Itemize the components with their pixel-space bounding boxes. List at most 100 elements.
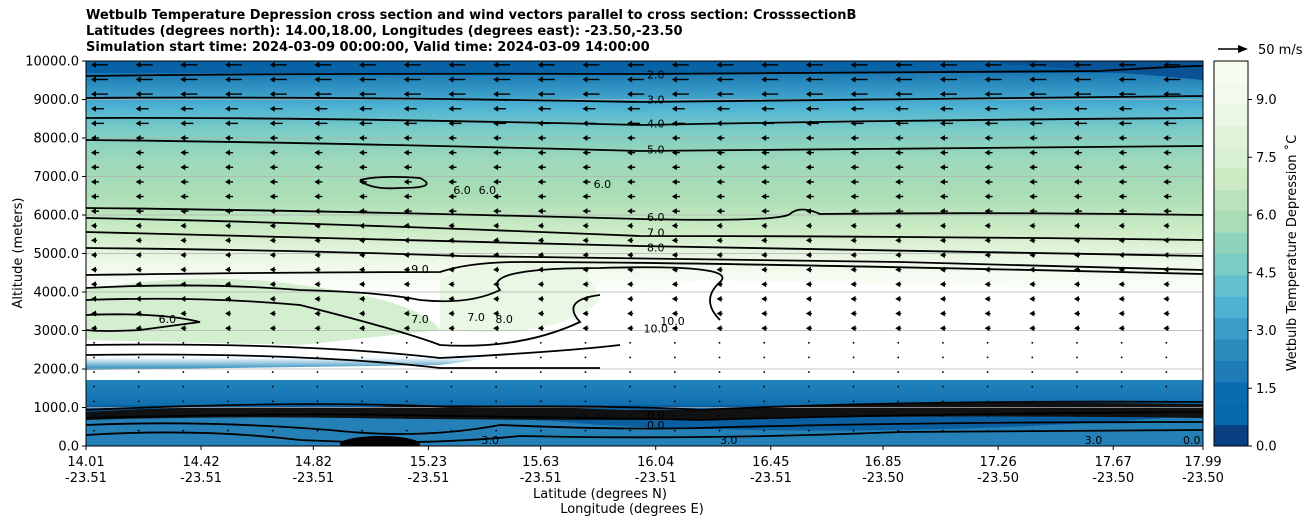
wind-arrowhead [1163, 325, 1169, 332]
wind-arrowhead [1118, 61, 1124, 68]
wind-dot [763, 356, 766, 359]
wind-arrowhead [448, 164, 454, 171]
wind-dot [1076, 429, 1078, 432]
wind-arrowhead [180, 237, 186, 244]
wind-arrowhead [805, 149, 811, 156]
wind-arrowhead [180, 105, 186, 112]
wind-dot [1165, 341, 1168, 344]
wind-arrowhead [671, 76, 677, 83]
wind-arrowhead [180, 295, 186, 302]
wind-dot [450, 371, 453, 373]
wind-arrowhead [716, 105, 722, 112]
wind-arrowhead [895, 237, 901, 244]
x-tick-label-lat: 14.42 [182, 455, 219, 470]
wind-arrowhead [627, 105, 633, 112]
wind-arrowhead [537, 252, 543, 259]
wind-arrowhead [91, 222, 96, 229]
contour-label: 3.0 [647, 94, 665, 107]
wind-arrowhead [895, 61, 901, 68]
wind-dot [539, 429, 542, 432]
wind-dot [1165, 429, 1168, 432]
wind-arrowhead [269, 295, 275, 302]
wind-arrowhead [1073, 295, 1079, 302]
wind-arrowhead [91, 266, 96, 273]
wind-arrowhead [895, 266, 901, 273]
wind-arrowhead [403, 120, 409, 127]
wind-arrowhead [627, 281, 633, 288]
wind-arrowhead [939, 149, 945, 156]
wind-dot [1120, 385, 1123, 388]
wind-arrowhead [314, 149, 320, 156]
wind-dot [137, 385, 140, 388]
wind-arrowhead [761, 120, 767, 127]
colorbar-tick-label: 3.0 [1256, 324, 1277, 339]
wind-dot [897, 356, 900, 359]
wind-arrowhead [582, 266, 588, 273]
wind-dot [227, 356, 229, 359]
wind-dot [361, 371, 363, 373]
wind-arrowhead [671, 120, 677, 127]
wind-arrowhead [180, 178, 186, 185]
x-tick-label-lat: 17.26 [980, 455, 1017, 470]
wind-dot [450, 400, 453, 403]
wind-arrowhead [895, 252, 901, 259]
wind-arrowhead [671, 325, 677, 332]
wind-arrowhead [850, 76, 856, 83]
wind-arrowhead [1029, 310, 1035, 317]
wind-arrowhead [671, 91, 677, 98]
wind-arrowhead [180, 149, 186, 156]
wind-dot [897, 341, 900, 344]
wind-dot [763, 429, 766, 432]
wind-dot [584, 371, 587, 373]
wind-dot [316, 356, 319, 359]
wind-arrowhead [671, 149, 677, 156]
wind-arrowhead [627, 178, 633, 185]
contour-label: 10.0 [660, 315, 685, 328]
wind-arrowhead [1163, 61, 1169, 68]
wind-arrowhead [91, 295, 96, 302]
wind-arrowhead [895, 105, 901, 112]
x-axis-label-lon: Longitude (degrees E) [560, 502, 704, 517]
wind-dot [1120, 400, 1123, 403]
wind-arrowhead [1073, 310, 1079, 317]
wind-arrowhead [1118, 164, 1124, 171]
wind-dot [718, 385, 721, 388]
wind-arrowhead [359, 237, 365, 244]
wind-arrowhead [359, 178, 365, 185]
x-tick-label-lon: -23.50 [1182, 471, 1224, 486]
wind-dot [1076, 356, 1078, 359]
wind-arrowhead [91, 208, 96, 215]
wind-dot [852, 341, 855, 344]
wind-arrowhead [671, 105, 677, 112]
wind-arrowhead [850, 252, 856, 259]
wind-dot [718, 341, 721, 344]
wind-arrowhead [135, 325, 141, 332]
colorbar-swatch [1214, 61, 1248, 83]
wind-dot [450, 385, 453, 388]
wind-arrowhead [448, 237, 454, 244]
wind-arrowhead [91, 105, 96, 112]
wind-arrowhead [716, 325, 722, 332]
wind-arrowhead [850, 120, 856, 127]
wind-dot [942, 429, 944, 432]
wind-arrowhead [493, 193, 499, 200]
y-tick-label: 7000.0 [34, 170, 80, 185]
wind-arrowhead [180, 193, 186, 200]
wind-dot [763, 371, 766, 373]
wind-arrowhead [359, 61, 365, 68]
contour-label: 3.0 [720, 434, 738, 447]
wind-dot [361, 429, 363, 432]
wind-arrowhead [716, 252, 722, 259]
wind-arrowhead [895, 310, 901, 317]
wind-dot [495, 356, 498, 359]
wind-arrowhead [1163, 222, 1169, 229]
wind-arrowhead [671, 61, 677, 68]
wind-arrowhead [448, 149, 454, 156]
wind-arrowhead [939, 237, 945, 244]
wind-arrowhead [939, 178, 945, 185]
wind-arrowhead [1073, 91, 1079, 98]
wind-arrowhead [91, 237, 96, 244]
wind-arrowhead [135, 105, 141, 112]
wind-arrowhead [671, 310, 677, 317]
colorbar-swatch [1214, 274, 1248, 297]
